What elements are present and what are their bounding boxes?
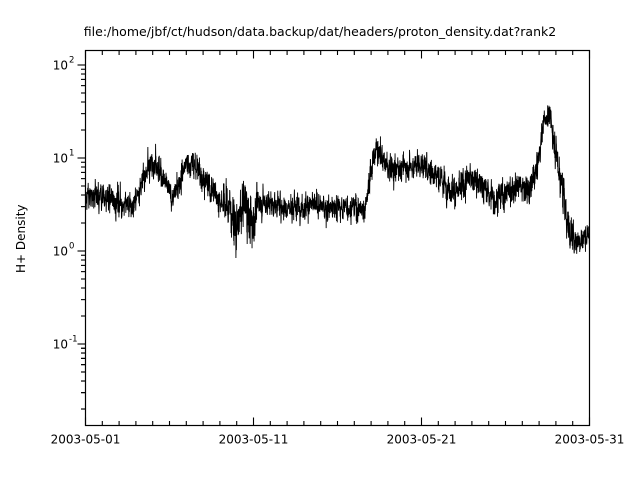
y-tick-exponent: 0: [69, 242, 74, 252]
y-tick-label: 10: [53, 152, 68, 166]
x-tick-label: 2003-05-21: [387, 433, 457, 447]
y-tick-label: 10: [53, 59, 68, 73]
y-tick-exponent: 2: [69, 56, 74, 66]
x-tick-label: 2003-05-31: [555, 433, 625, 447]
page-title: file:/home/jbf/ct/hudson/data.backup/dat…: [83, 24, 557, 39]
y-tick-label: 10: [53, 338, 68, 352]
y-tick-label: 10: [53, 245, 68, 259]
y-tick-exponent: -1: [69, 335, 77, 345]
data-series-line: [85, 105, 590, 259]
y-tick-exponent: 1: [69, 149, 74, 159]
x-tick-label: 2003-05-01: [51, 433, 121, 447]
plot-frame: [84, 49, 591, 427]
x-tick-label: 2003-05-11: [219, 433, 289, 447]
x-tick-label-group: 2003-05-01 2003-05-11 2003-05-21 2003-05-31: [51, 433, 625, 447]
tick-mark-group: [77, 50, 591, 426]
